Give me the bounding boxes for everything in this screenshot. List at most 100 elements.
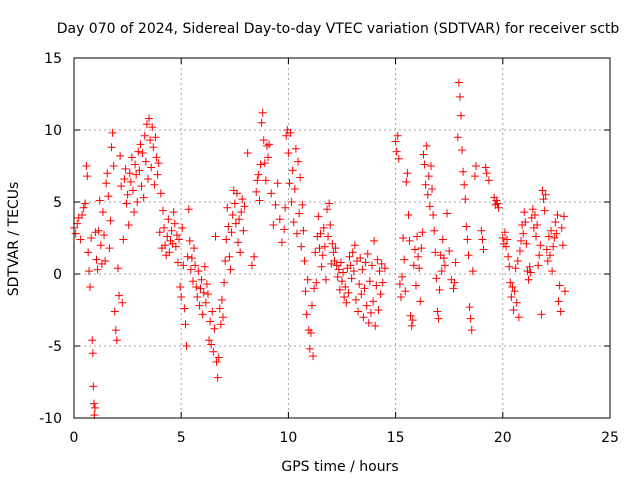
data-point	[212, 357, 221, 366]
y-tick-label: 0	[53, 267, 62, 283]
y-tick-label: 10	[44, 123, 62, 139]
data-point	[331, 244, 340, 253]
data-point	[220, 278, 229, 287]
data-point	[502, 242, 511, 251]
data-point	[401, 287, 410, 296]
data-point	[440, 261, 449, 270]
data-point	[196, 284, 205, 293]
data-point	[175, 235, 184, 244]
data-point	[211, 232, 220, 241]
data-point	[95, 196, 104, 205]
data-point	[377, 259, 386, 268]
data-point	[124, 221, 133, 230]
data-point	[277, 238, 286, 247]
data-point	[342, 298, 351, 307]
y-tick-label: -10	[39, 411, 62, 427]
data-point	[361, 258, 370, 267]
data-point	[428, 185, 437, 194]
data-point	[370, 236, 379, 245]
data-point	[173, 258, 182, 267]
data-point	[356, 254, 365, 263]
data-point	[79, 203, 88, 212]
data-point	[456, 111, 465, 120]
data-point	[549, 242, 558, 251]
data-point	[201, 298, 210, 307]
data-point	[151, 133, 160, 142]
data-point	[257, 118, 266, 127]
data-point	[195, 301, 204, 310]
data-point	[237, 208, 246, 217]
data-point	[508, 282, 517, 291]
data-point	[357, 290, 366, 299]
data-point	[155, 228, 164, 237]
data-point	[455, 92, 464, 101]
data-point	[398, 272, 407, 281]
data-point	[303, 275, 312, 284]
y-tick-label: 15	[44, 51, 62, 67]
data-point	[215, 304, 224, 313]
data-point	[119, 235, 128, 244]
data-point	[292, 229, 301, 238]
data-point	[349, 267, 358, 276]
data-point	[445, 246, 454, 255]
data-point	[224, 222, 233, 231]
data-point	[338, 277, 346, 286]
data-point	[190, 244, 199, 253]
data-point	[363, 249, 372, 258]
data-point	[372, 281, 381, 290]
data-point	[393, 131, 402, 140]
data-point	[376, 290, 385, 299]
data-point	[172, 231, 181, 240]
data-point	[358, 265, 367, 274]
data-point	[461, 195, 470, 204]
data-point	[375, 267, 384, 276]
x-tick-label: 0	[70, 430, 79, 446]
data-point	[267, 189, 276, 198]
data-point	[93, 265, 102, 274]
data-point	[316, 229, 325, 238]
data-point	[399, 234, 408, 242]
data-point	[322, 205, 331, 214]
data-point	[329, 248, 338, 257]
data-point	[498, 234, 507, 242]
data-point	[458, 146, 467, 155]
data-point	[443, 209, 452, 218]
data-point	[140, 131, 149, 140]
data-point	[406, 311, 415, 320]
data-point	[454, 78, 463, 87]
data-point	[290, 185, 299, 194]
data-point	[238, 195, 247, 204]
data-point	[227, 228, 236, 237]
data-point	[143, 174, 152, 183]
data-point	[228, 210, 237, 219]
data-point	[422, 141, 431, 150]
data-point	[465, 303, 474, 312]
data-point	[204, 290, 212, 299]
data-point	[523, 267, 532, 276]
data-point	[350, 241, 359, 250]
data-point	[362, 301, 371, 310]
data-point	[235, 215, 244, 224]
data-point	[484, 176, 493, 185]
x-tick-label: 25	[601, 430, 619, 446]
data-point	[425, 202, 434, 211]
data-point	[302, 310, 311, 319]
data-point	[537, 310, 546, 319]
data-point	[378, 278, 387, 287]
data-point	[526, 268, 535, 277]
data-point	[120, 174, 129, 183]
data-point	[131, 160, 140, 169]
data-point	[101, 257, 110, 266]
data-point	[437, 267, 446, 276]
data-point	[255, 196, 264, 205]
data-point	[439, 254, 448, 263]
data-point	[548, 267, 557, 276]
data-point	[374, 306, 383, 314]
data-point	[306, 329, 315, 338]
data-point	[133, 198, 142, 206]
data-point	[340, 293, 349, 302]
data-point	[311, 248, 320, 257]
data-point	[430, 226, 439, 235]
data-point	[88, 336, 97, 345]
data-point	[275, 215, 284, 224]
